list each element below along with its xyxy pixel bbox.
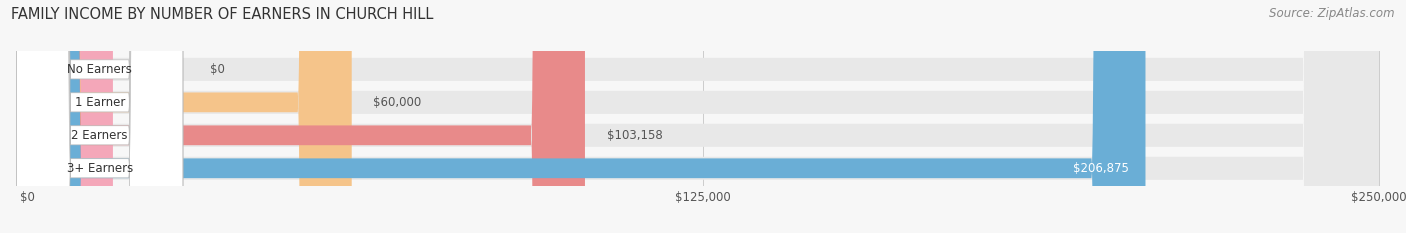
FancyBboxPatch shape [28, 0, 585, 233]
FancyBboxPatch shape [17, 0, 183, 233]
FancyBboxPatch shape [28, 0, 1378, 233]
FancyBboxPatch shape [17, 0, 183, 233]
Text: $103,158: $103,158 [606, 129, 662, 142]
FancyBboxPatch shape [28, 0, 1378, 233]
FancyBboxPatch shape [28, 0, 1378, 233]
FancyBboxPatch shape [28, 0, 1378, 233]
Text: 3+ Earners: 3+ Earners [66, 162, 134, 175]
Text: No Earners: No Earners [67, 63, 132, 76]
FancyBboxPatch shape [28, 0, 1146, 233]
FancyBboxPatch shape [28, 0, 352, 233]
Text: Source: ZipAtlas.com: Source: ZipAtlas.com [1270, 7, 1395, 20]
Text: FAMILY INCOME BY NUMBER OF EARNERS IN CHURCH HILL: FAMILY INCOME BY NUMBER OF EARNERS IN CH… [11, 7, 433, 22]
Text: 2 Earners: 2 Earners [72, 129, 128, 142]
Text: $0: $0 [209, 63, 225, 76]
Text: $60,000: $60,000 [374, 96, 422, 109]
FancyBboxPatch shape [17, 0, 183, 233]
FancyBboxPatch shape [17, 0, 183, 233]
Text: 1 Earner: 1 Earner [75, 96, 125, 109]
FancyBboxPatch shape [28, 0, 112, 233]
Text: $206,875: $206,875 [1073, 162, 1129, 175]
